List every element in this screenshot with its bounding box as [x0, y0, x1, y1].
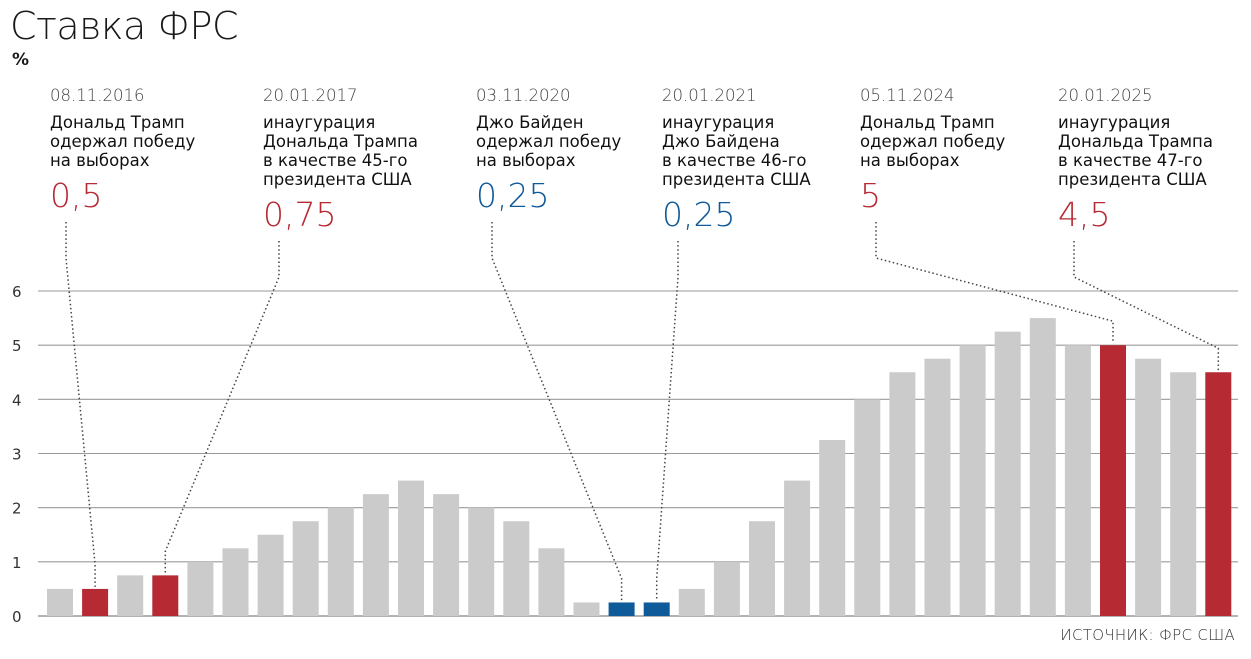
- bar: [152, 575, 179, 616]
- bar: [959, 345, 986, 616]
- leader-line: [875, 222, 1114, 344]
- chart-title: Ставка ФРС: [10, 4, 239, 48]
- bar: [713, 561, 740, 616]
- bar: [854, 399, 881, 616]
- bar: [924, 358, 951, 616]
- bar: [1170, 372, 1197, 616]
- event-rate: 4,5: [1058, 195, 1111, 234]
- event-rate: 5: [860, 176, 881, 215]
- bar: [47, 588, 73, 616]
- leader-line: [1073, 241, 1220, 371]
- event-date: 20.01.2017: [263, 86, 358, 105]
- event-annotation-3: 20.01.2021 инаугурация Джо Байдена в кач…: [662, 86, 852, 235]
- event-date: 08.11.2016: [50, 86, 145, 105]
- bar: [222, 548, 249, 616]
- bar: [468, 507, 495, 616]
- bar: [889, 372, 916, 616]
- bar: [292, 521, 319, 616]
- bar: [187, 561, 214, 616]
- bar: [1029, 318, 1056, 616]
- event-description: Дональд Трамп одержал победу на выборах: [860, 113, 1006, 170]
- y-tick-label: 3: [12, 446, 22, 464]
- event-date: 03.11.2020: [476, 86, 571, 105]
- bar: [398, 480, 424, 616]
- event-annotation-5: 20.01.2025 инаугурация Дональда Трампа в…: [1058, 86, 1248, 235]
- bar: [819, 439, 846, 616]
- bar: [117, 575, 144, 616]
- y-tick-label: 0: [12, 608, 22, 626]
- bar: [678, 588, 705, 616]
- event-annotation-1: 20.01.2017 инаугурация Дональда Трампа в…: [263, 86, 453, 235]
- event-date: 05.11.2024: [860, 86, 955, 105]
- bar: [784, 480, 811, 616]
- event-description: инаугурация Дональда Трампа в качестве 4…: [263, 113, 418, 189]
- event-date: 20.01.2025: [1058, 86, 1153, 105]
- bar: [433, 494, 460, 616]
- event-annotation-0: 08.11.2016 Дональд Трамп одержал победу …: [50, 86, 240, 216]
- y-tick-label: 1: [12, 554, 22, 572]
- leader-line: [164, 241, 280, 574]
- event-annotation-4: 05.11.2024 Дональд Трамп одержал победу …: [860, 86, 1050, 216]
- y-tick-label: 2: [12, 500, 22, 518]
- bar: [327, 507, 354, 616]
- event-rate: 0,5: [50, 176, 103, 215]
- event-rate: 0,75: [263, 195, 337, 234]
- bar: [573, 602, 600, 616]
- bar: [362, 494, 389, 616]
- event-date: 20.01.2021: [662, 86, 757, 105]
- event-description: инаугурация Дональда Трампа в качестве 4…: [1058, 113, 1213, 189]
- event-annotation-2: 03.11.2020 Джо Байден одержал победу на …: [476, 86, 666, 216]
- leader-line: [65, 222, 96, 587]
- event-description: Джо Байден одержал победу на выборах: [476, 113, 622, 170]
- bar: [257, 534, 284, 616]
- bar: [538, 548, 565, 616]
- event-description: инаугурация Джо Байдена в качестве 46-го…: [662, 113, 811, 189]
- event-rate: 0,25: [476, 176, 550, 215]
- bar: [1100, 345, 1126, 616]
- bar: [1205, 372, 1232, 616]
- event-rate: 0,25: [662, 195, 736, 234]
- bar: [503, 521, 530, 616]
- bar: [1135, 358, 1162, 616]
- bar: [643, 602, 670, 616]
- bar: [1064, 345, 1091, 616]
- chart-source: ИСТОЧНИК: ФРС США: [1060, 626, 1235, 644]
- bar: [749, 521, 775, 616]
- y-tick-label: 4: [12, 391, 22, 409]
- bar: [82, 588, 109, 616]
- y-axis-unit: %: [12, 50, 30, 70]
- leader-line: [655, 241, 679, 601]
- y-tick-label: 5: [12, 337, 22, 355]
- bar: [608, 602, 635, 616]
- event-description: Дональд Трамп одержал победу на выборах: [50, 113, 196, 170]
- y-tick-label: 6: [12, 283, 22, 301]
- bar: [994, 331, 1021, 616]
